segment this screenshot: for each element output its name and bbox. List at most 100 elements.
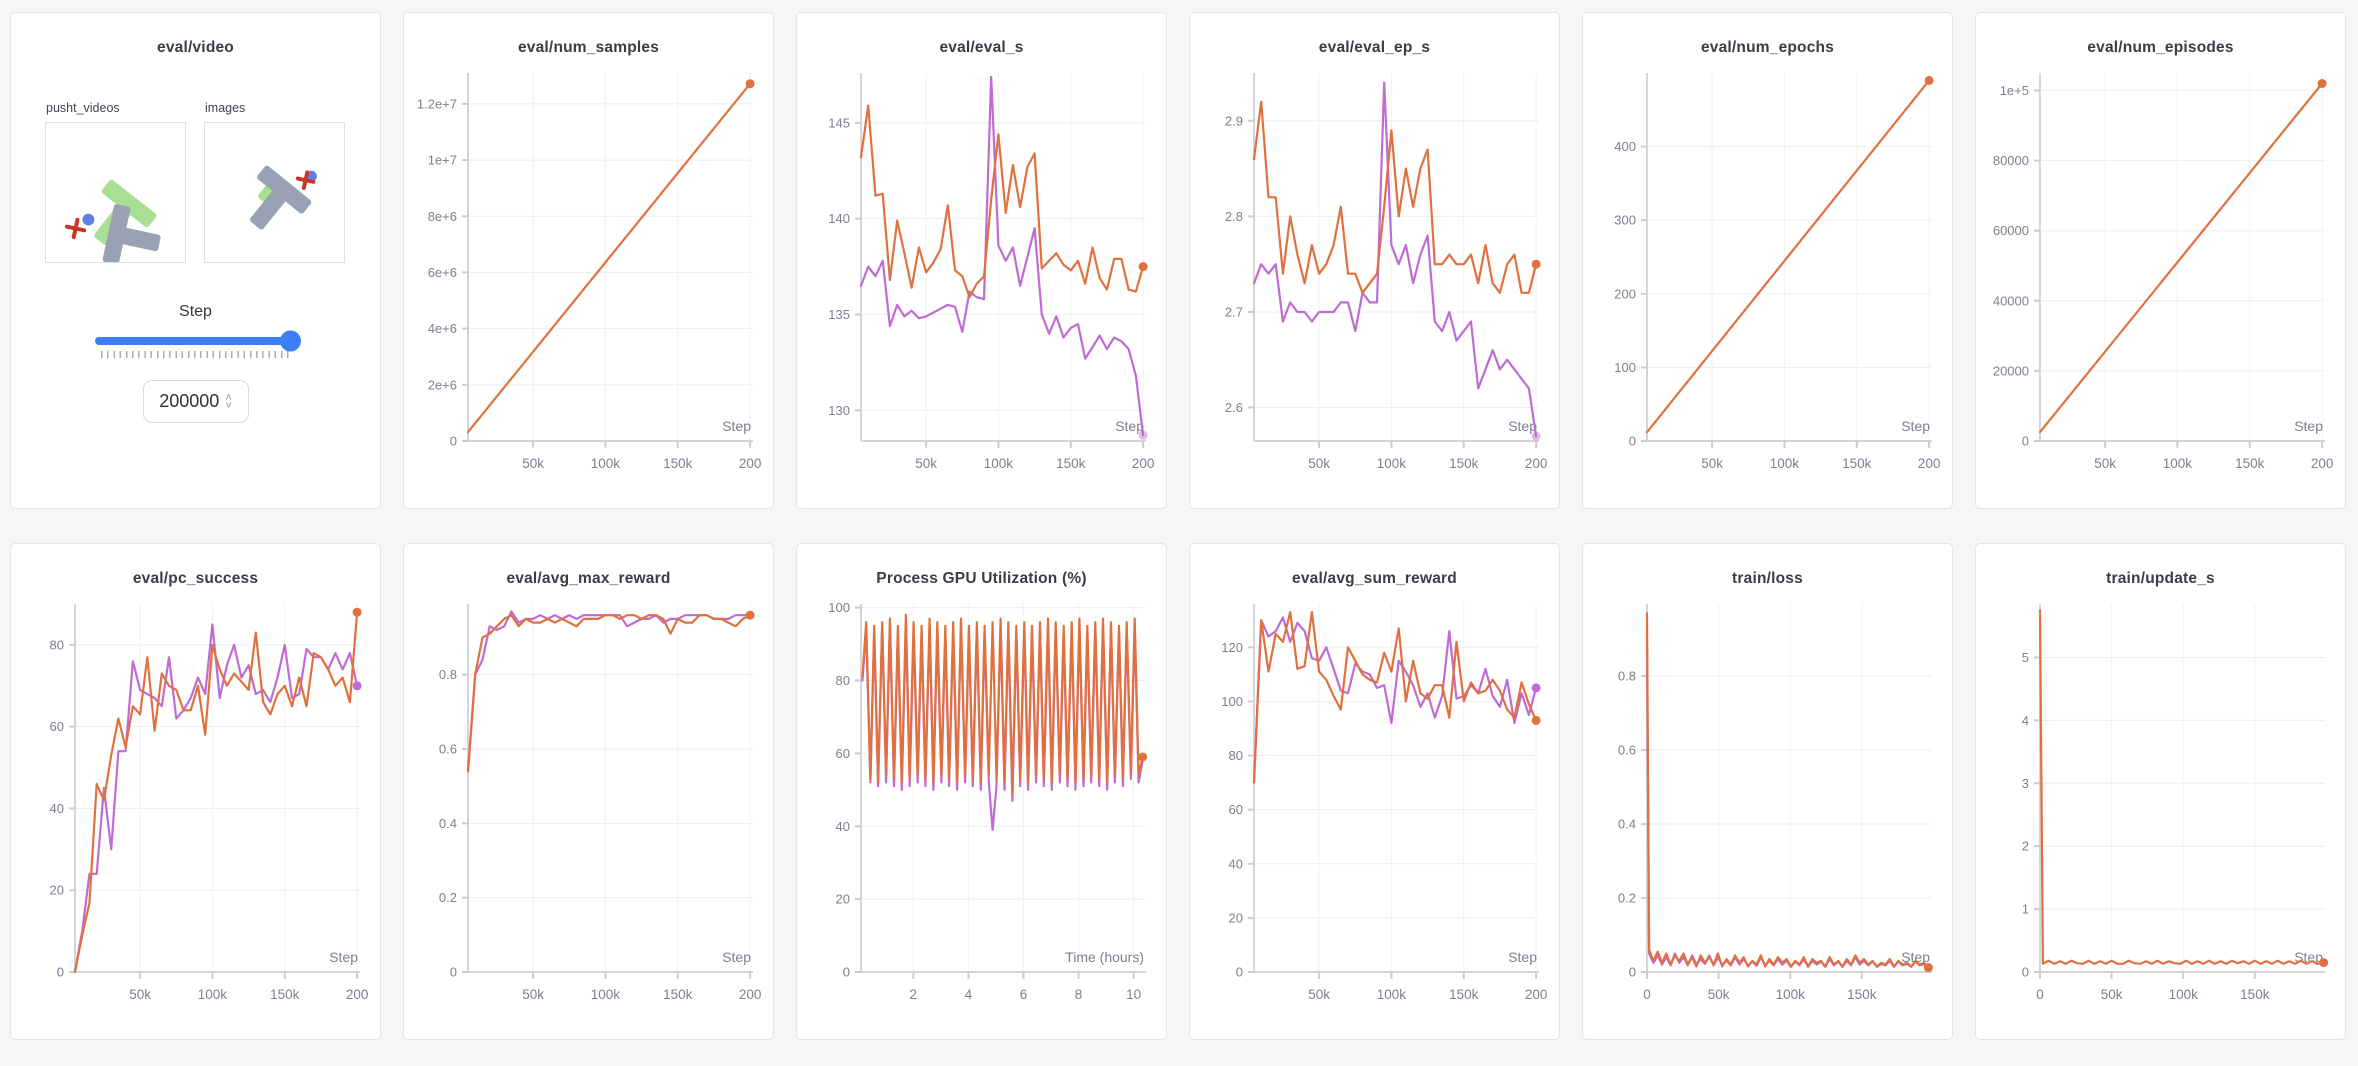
y-tick-label: 20 [50, 883, 64, 898]
x-tick-label: 150k [663, 456, 693, 471]
chart-canvas[interactable]: 2.6 2.7 2.8 2.9 50k 100k 150k 200 Step [1190, 61, 1560, 501]
chart-canvas[interactable]: 0 20 40 60 80 100 120 50k 100k 150k 200 Step [1190, 592, 1560, 1032]
y-tick-label: 2.8 [1225, 209, 1243, 224]
chart-canvas[interactable]: 0 0.2 0.4 0.6 0.8 50k 100k 150k 200 Step [404, 592, 774, 1032]
x-tick-label: 150k [2235, 456, 2265, 471]
x-tick-label: 50k [915, 456, 937, 471]
y-tick-label: 40 [836, 819, 850, 834]
chart-canvas[interactable]: 0 2e+6 4e+6 6e+6 8e+6 1e+7 1.2e+7 50k 100k 150k 20… [404, 61, 774, 501]
y-tick-label: 140 [828, 211, 850, 226]
y-tick-label: 120 [1221, 640, 1243, 655]
end-marker-orange-run [1138, 262, 1148, 272]
x-tick-label: 100k [1770, 456, 1800, 471]
chart-panel-eval-num_samples[interactable]: eval/num_samples 0 2e+6 4e+6 6e+6 8e+6 1e+7 1.… [403, 12, 774, 509]
step-slider[interactable] [94, 330, 301, 352]
y-tick-label: 0 [2022, 434, 2029, 449]
y-tick-label: 0.6 [1618, 743, 1636, 758]
images-thumbnail[interactable] [204, 122, 345, 263]
stepper-up-icon[interactable]: ˄ [225, 391, 232, 404]
chart-panel-eval-num_episodes[interactable]: eval/num_episodes 0 20000 40000 60000 80000 1… [1975, 12, 2346, 509]
plot-area: 0 20 40 60 80 100 2 4 6 8 10 Time (hours) [828, 600, 1148, 1002]
chart-panel-eval-eval_ep_s[interactable]: eval/eval_ep_s 2.6 2.7 2.8 2.9 50k 100k 150k 20… [1189, 12, 1560, 509]
chart-panel-eval-eval_s[interactable]: eval/eval_s 130 135 140 145 50k 100k 150k 200 St… [796, 12, 1167, 509]
y-tick-label: 100 [1221, 694, 1243, 709]
x-tick-label: 2 [910, 987, 918, 1002]
step-input[interactable]: 200000 ˄ ˅ [142, 380, 249, 423]
chart-panel-train-loss[interactable]: train/loss 0 0.2 0.4 0.6 0.8 0 50k 100k 150k Step [1582, 543, 1953, 1040]
plot-area: 0 0.2 0.4 0.6 0.8 50k 100k 150k 200 Step [439, 604, 761, 1002]
chart-panel-eval-avg_sum_reward[interactable]: eval/avg_sum_reward 0 20 40 60 80 100 120 50k 10… [1189, 543, 1560, 1040]
series-orange-run [1645, 612, 1930, 969]
step-slider-handle[interactable] [279, 330, 301, 352]
y-tick-label: 80000 [1993, 153, 2029, 168]
x-axis-label: Step [329, 949, 358, 965]
x-tick-label: 150k [2240, 987, 2270, 1002]
series-orange-run [2038, 82, 2324, 434]
y-tick-label: 1.2e+7 [417, 96, 457, 111]
x-tick-label: 4 [965, 987, 973, 1002]
gray-t-shape [250, 165, 312, 230]
x-axis-label: Step [1115, 418, 1144, 434]
chart-panel-eval-pc_success[interactable]: eval/pc_success 0 20 40 60 80 50k 100k 150k 200 S… [10, 543, 381, 1040]
media-label: images [205, 101, 246, 115]
chart-panel-process-gpu-utilization[interactable]: Process GPU Utilization (%) 0 20 40 60 80 100… [796, 543, 1167, 1040]
x-axis-label: Time (hours) [1065, 949, 1144, 965]
y-tick-label: 400 [1614, 139, 1636, 154]
y-tick-label: 60 [50, 719, 64, 734]
end-marker-purple-run [1531, 431, 1541, 441]
chart-canvas[interactable]: 0 100 200 300 400 50k 100k 150k 200 Step [1583, 61, 1953, 501]
series-purple-run [1252, 81, 1538, 438]
series-purple-run [1645, 638, 1930, 970]
chart-canvas[interactable]: 130 135 140 145 50k 100k 150k 200 Step [797, 61, 1167, 501]
series-purple-run [859, 75, 1145, 437]
series-purple-run [73, 623, 359, 974]
stepper-icons: ˄ ˅ [225, 391, 232, 412]
chart-panel-train-update_s[interactable]: train/update_s 0 1 2 3 4 5 0 50k 100k 150k Step [1975, 543, 2346, 1040]
chart-panel-eval-avg_max_reward[interactable]: eval/avg_max_reward 0 0.2 0.4 0.6 0.8 50k 100k… [403, 543, 774, 1040]
chart-canvas[interactable]: 0 20 40 60 80 100 2 4 6 8 10 Time (hours) [797, 592, 1167, 1032]
y-tick-label: 20 [1229, 910, 1243, 925]
x-tick-label: 200 [1918, 456, 1941, 471]
step-input-value[interactable]: 200000 [159, 391, 220, 411]
media-row: pusht_videos image [11, 101, 380, 263]
x-tick-label: 50k [2094, 456, 2116, 471]
media-images[interactable]: images [204, 101, 345, 263]
gray-t-shape [102, 204, 161, 262]
chart-panel-eval-num_epochs[interactable]: eval/num_epochs 0 100 200 300 400 50k 100k 150k… [1582, 12, 1953, 509]
end-marker-orange-run [745, 79, 755, 89]
y-tick-label: 20000 [1993, 363, 2029, 378]
chart-canvas[interactable]: 0 20 40 60 80 50k 100k 150k 200 Step [11, 592, 381, 1032]
y-tick-label: 0 [843, 965, 850, 980]
x-tick-label: 200 [739, 456, 762, 471]
y-tick-label: 0 [2022, 965, 2029, 980]
y-tick-label: 0 [57, 965, 64, 980]
y-tick-label: 80 [50, 637, 64, 652]
x-tick-label: 100k [1377, 456, 1407, 471]
stepper-down-icon[interactable]: ˅ [225, 399, 232, 412]
pusht-video-thumbnail[interactable] [45, 122, 186, 263]
x-tick-label: 200 [739, 987, 762, 1002]
x-tick-label: 0 [2036, 987, 2044, 1002]
chart-canvas[interactable]: 0 0.2 0.4 0.6 0.8 0 50k 100k 150k Step [1583, 592, 1953, 1032]
x-tick-label: 200 [1525, 456, 1548, 471]
y-tick-label: 300 [1614, 213, 1636, 228]
step-slider-label: Step [179, 303, 212, 320]
media-pusht-videos[interactable]: pusht_videos [45, 101, 186, 263]
end-marker-orange-run [1924, 75, 1934, 85]
x-axis-label: Step [1508, 418, 1537, 434]
series-orange-run [2038, 609, 2325, 965]
x-tick-label: 150k [270, 987, 300, 1002]
x-tick-label: 200 [1132, 456, 1155, 471]
chart-title: eval/num_samples [517, 39, 660, 56]
chart-canvas[interactable]: 0 20000 40000 60000 80000 1e+5 50k 100k 150k 200 S… [1976, 61, 2346, 501]
panel-eval-video: eval/video pusht_videos [10, 12, 381, 509]
x-tick-label: 200 [2311, 456, 2334, 471]
x-tick-label: 100k [1776, 987, 1806, 1002]
chart-title: eval/num_epochs [1700, 39, 1835, 56]
y-tick-label: 2e+6 [428, 377, 457, 392]
y-tick-label: 4e+6 [428, 321, 457, 336]
end-marker-orange-run [1923, 963, 1933, 973]
x-tick-label: 150k [663, 987, 693, 1002]
y-tick-label: 80 [1229, 748, 1243, 763]
